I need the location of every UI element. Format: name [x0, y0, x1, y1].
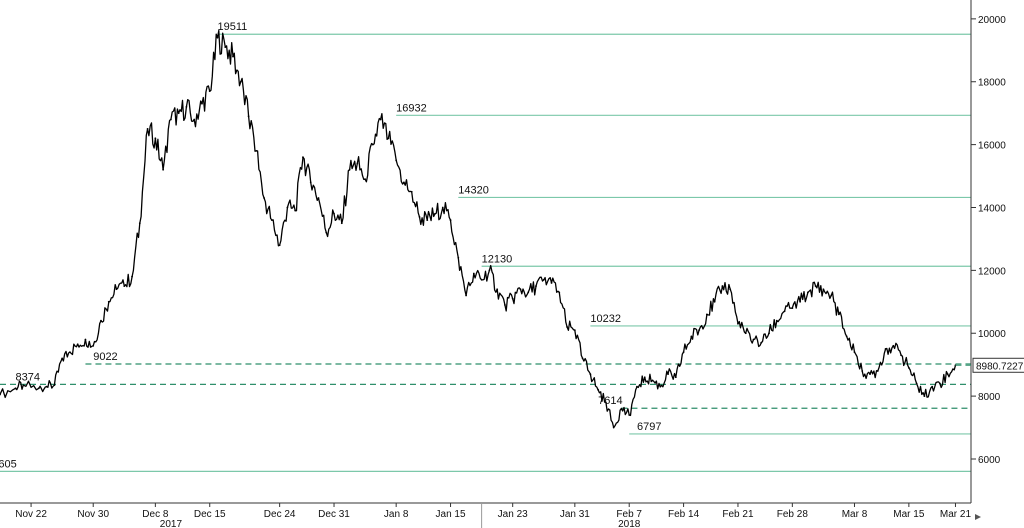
- level-label: 5605: [0, 458, 17, 470]
- y-tick-label: 8000: [978, 392, 1001, 403]
- level-label: 16932: [396, 102, 427, 114]
- y-tick-label: 16000: [978, 141, 1006, 152]
- x-tick-label: Feb 21: [722, 509, 754, 520]
- last-price-label: 8980.7227: [976, 361, 1024, 372]
- x-tick-label: Mar 8: [842, 509, 868, 520]
- x-tick-label: Jan 8: [384, 509, 409, 520]
- last-price-tag: 8980.7227: [955, 357, 1024, 373]
- x-tick-label: Jan 15: [436, 509, 466, 520]
- axis-arrow-icon: [975, 514, 981, 520]
- y-tick-label: 12000: [978, 266, 1006, 277]
- level-label: 12130: [482, 253, 513, 265]
- x-tick-label: Nov 22: [15, 509, 47, 520]
- y-tick-label: 10000: [978, 329, 1006, 340]
- level-label: 10232: [590, 313, 621, 325]
- price-line: [0, 29, 957, 429]
- y-tick-label: 14000: [978, 203, 1006, 214]
- level-label: 6797: [637, 421, 661, 433]
- level-label: 19511: [218, 21, 248, 33]
- y-tick-label: 6000: [978, 455, 1001, 466]
- x-tick-label: Dec 8: [142, 509, 169, 520]
- y-tick-label: 18000: [978, 78, 1006, 89]
- level-label: 14320: [458, 184, 489, 196]
- x-tick-label: Dec 15: [194, 509, 226, 520]
- x-tick-label: Feb 7: [616, 509, 642, 520]
- last-price-box: [972, 357, 1024, 373]
- x-tick-label: Mar 21: [940, 509, 972, 520]
- x-tick-label: Jan 31: [560, 509, 590, 520]
- x-tick-label: Feb 28: [777, 509, 809, 520]
- x-tick-label: Dec 24: [264, 509, 296, 520]
- y-axis: 6000 8000 10000 12000 14000 16000 18000 20000: [970, 0, 1006, 503]
- y-tick-label: 20000: [978, 15, 1006, 26]
- x-tick-label: Jan 23: [498, 509, 528, 520]
- x-tick-label: Dec 31: [318, 509, 350, 520]
- x-tick-label: Nov 30: [77, 509, 109, 520]
- support-resistance-levels: 1951116932143201213010232902283747614679…: [0, 21, 971, 473]
- x-tick-label: Mar 15: [893, 509, 925, 520]
- price-series: [0, 29, 957, 429]
- year-label: 2018: [618, 519, 641, 528]
- level-label: 9022: [93, 351, 117, 363]
- year-label: 2017: [160, 519, 183, 528]
- level-label: 8374: [16, 371, 40, 383]
- x-tick-label: Feb 14: [668, 509, 700, 520]
- x-axis: Nov 22 Nov 30 Dec 8 Dec 15 Dec 24 Dec 31 Jan 8…: [0, 502, 981, 528]
